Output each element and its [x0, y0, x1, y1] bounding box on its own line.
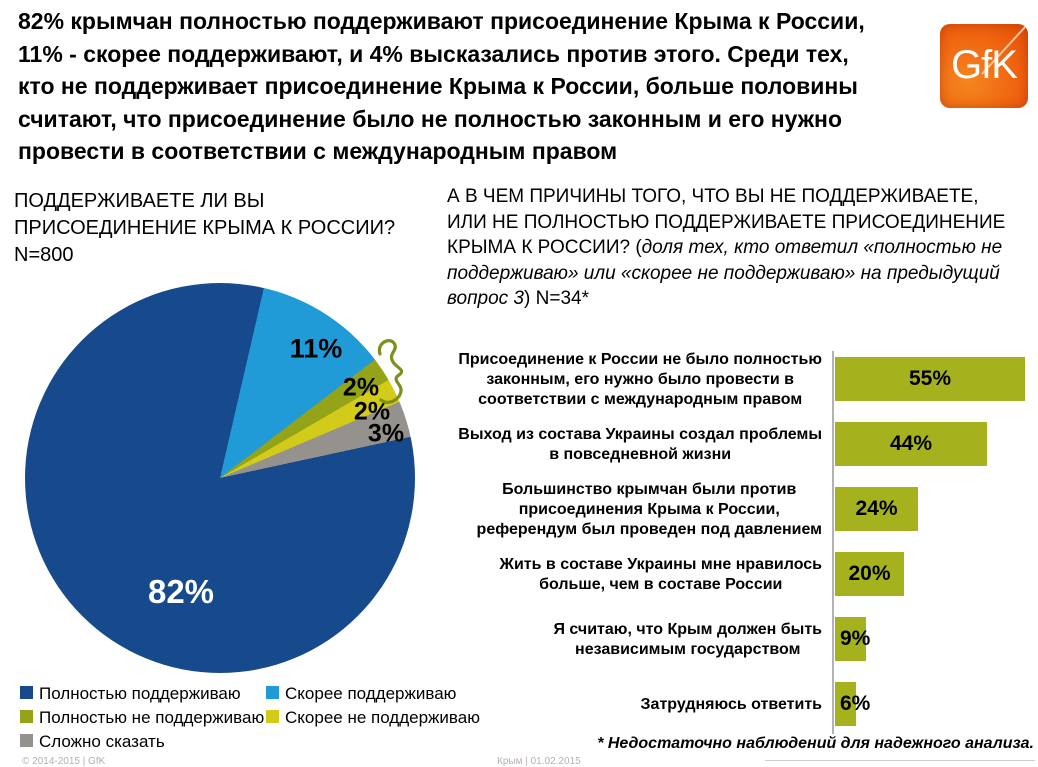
- bar-value-label: 55%: [908, 367, 952, 390]
- bar: 6%: [835, 682, 870, 726]
- legend-item: Сложно сказать: [20, 732, 266, 751]
- legend-swatch: [266, 710, 279, 723]
- pie-chart-title: ПОДДЕРЖИВАЕТЕ ЛИ ВЫ ПРИСОЕДИНЕНИЕ КРЫМА …: [14, 190, 396, 266]
- legend-label: Скорее поддерживаю: [285, 684, 457, 703]
- headline: 82% крымчан полностью поддерживают присо…: [18, 8, 865, 164]
- pie-slice-label: 82%: [147, 573, 215, 610]
- bar-value-label: 20%: [848, 562, 891, 585]
- bar-category-label: Жить в составе Украины мне нравилось бол…: [499, 555, 823, 593]
- legend-item: Полностью не поддерживаю: [20, 708, 266, 727]
- bar-row: Я считаю, что Крым должен быть независим…: [447, 607, 1038, 672]
- footer-copyright: © 2014-2015 | GfK: [22, 756, 106, 767]
- bar-row: Большинство крымчан были против присоеди…: [447, 477, 1038, 542]
- footnote: * Недостаточно наблюдений для надежного …: [597, 735, 1034, 752]
- bar-row: Выход из состава Украины создал проблемы…: [447, 412, 1038, 477]
- footer-date: Крым | 01.02.2015: [497, 756, 581, 767]
- legend-label: Полностью поддерживаю: [39, 684, 241, 703]
- bar-category-cell: Я считаю, что Крым должен быть независим…: [447, 607, 822, 672]
- bar-value-label: 9%: [840, 627, 871, 650]
- bar-category-label: Присоединение к России не было полностью…: [458, 350, 822, 408]
- legend-swatch: [20, 734, 33, 747]
- pie-legend: Полностью поддерживаю Скорее поддерживаю П…: [20, 684, 540, 751]
- legend-label: Сложно сказать: [39, 732, 165, 751]
- pie-chart: [25, 283, 415, 673]
- bar-category-cell: Жить в составе Украины мне нравилось бол…: [447, 542, 823, 607]
- bar-title-tail: ) N=34*: [524, 288, 589, 309]
- bar-category-cell: Выход из состава Украины создал проблемы…: [447, 412, 822, 477]
- bar-category-cell: Большинство крымчан были против присоеди…: [447, 477, 822, 542]
- gfk-logo: GfK: [940, 24, 1028, 108]
- pie-slice-label: 2%: [342, 373, 380, 402]
- legend-swatch: [20, 710, 33, 723]
- bar-chart: Присоединение к России не было полностью…: [447, 347, 1038, 739]
- legend-label: Скорее не поддерживаю: [285, 708, 480, 727]
- bar-category-cell: Присоединение к России не было полностью…: [447, 347, 822, 412]
- legend-swatch: [20, 686, 33, 699]
- gfk-logo-text: GfK: [951, 42, 1018, 87]
- bar-title-note: доля тех, кто ответил «полностью не подд…: [447, 237, 1003, 309]
- bar-row: Присоединение к России не было полностью…: [447, 347, 1038, 412]
- bar-value-label: 6%: [840, 692, 871, 715]
- legend-item: Скорее поддерживаю: [266, 684, 540, 703]
- curly-brace-icon: [377, 339, 404, 404]
- bar-axis-line: [832, 351, 834, 734]
- bottom-divider: [765, 760, 1035, 761]
- bar-category-label: Затрудняюсь ответить: [640, 695, 822, 713]
- bar: 55%: [835, 357, 1025, 401]
- bar-chart-title: А В ЧЕМ ПРИЧИНЫ ТОГО, ЧТО ВЫ НЕ ПОДДЕРЖИ…: [447, 184, 1023, 312]
- logo-highlight-line: [981, 26, 1026, 75]
- legend-swatch: [266, 686, 279, 699]
- pie-slice-label: 3%: [367, 419, 405, 448]
- bar-category-label: Я считаю, что Крым должен быть независим…: [553, 620, 822, 658]
- legend-item: Полностью поддерживаю: [20, 684, 266, 703]
- bar-category-label: Большинство крымчан были против присоеди…: [476, 480, 822, 538]
- bar-title-main: А В ЧЕМ ПРИЧИНЫ ТОГО, ЧТО ВЫ НЕ ПОДДЕРЖИ…: [447, 186, 1006, 258]
- bar: 20%: [835, 552, 904, 596]
- bar-category-cell: Затрудняюсь ответить: [447, 672, 822, 737]
- legend-label: Полностью не поддерживаю: [39, 708, 265, 727]
- bar-row: Затрудняюсь ответить 6%: [447, 672, 1038, 737]
- bar-category-label: Выход из состава Украины создал проблемы…: [458, 425, 822, 463]
- bar: 24%: [835, 487, 918, 531]
- bar: 9%: [835, 617, 870, 661]
- legend-item: Скорее не поддерживаю: [266, 708, 540, 727]
- bar: 44%: [835, 422, 987, 466]
- bar-value-label: 44%: [889, 432, 933, 455]
- bar-row: Жить в составе Украины мне нравилось бол…: [447, 542, 1038, 607]
- bar-value-label: 24%: [855, 497, 898, 520]
- pie-slice-label: 11%: [289, 333, 343, 364]
